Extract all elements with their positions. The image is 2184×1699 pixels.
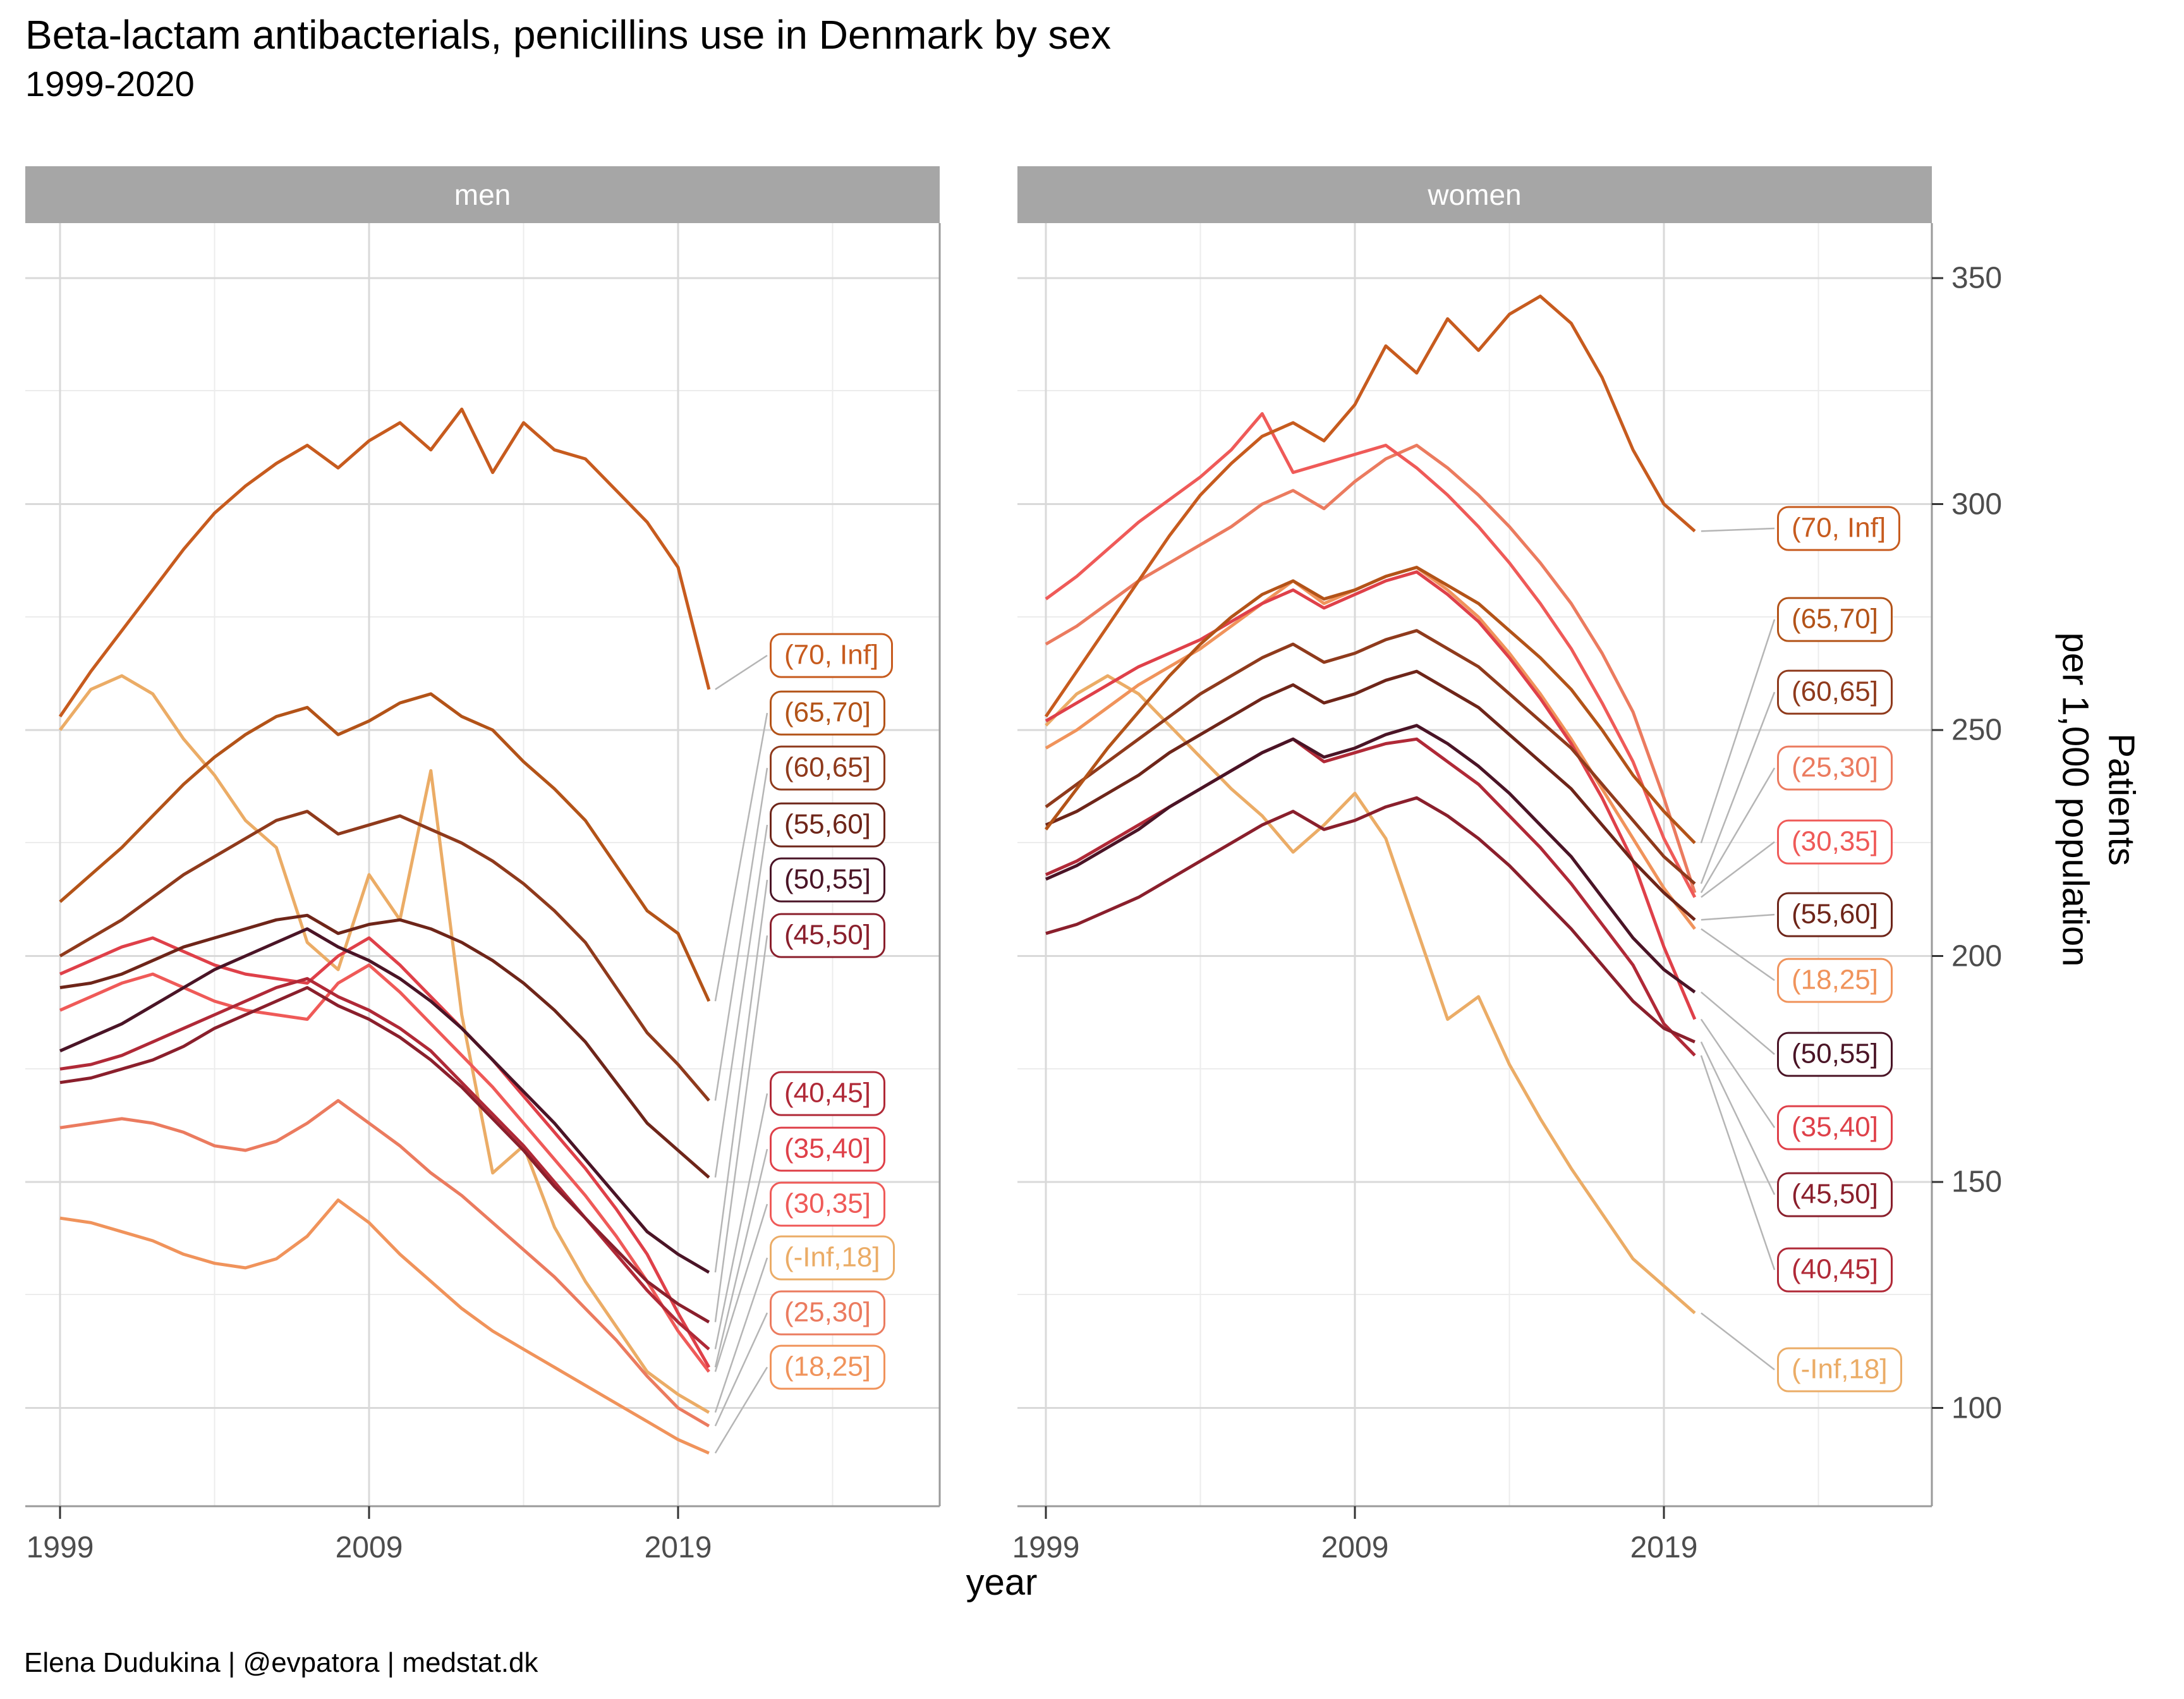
series-line-women-(35,40] — [1045, 570, 1697, 1020]
facet-strip-men-label: men — [454, 178, 511, 211]
label-leader-line — [714, 824, 768, 1178]
series-label-box-women-(40,45]: (40,45] — [1777, 1247, 1893, 1293]
label-leader-line — [1701, 991, 1775, 1055]
series-line-women-(70, Inf] — [1044, 295, 1696, 718]
series-label-box-men-(45,50]: (45,50] — [770, 913, 885, 958]
series-label-box-women-(50,55]: (50,55] — [1777, 1032, 1893, 1077]
series-line-women-(45,50] — [1045, 796, 1696, 1044]
label-leader-line — [1700, 1018, 1776, 1128]
facet-strip-women: women — [1017, 166, 1932, 223]
series-label-box-women-(25,30]: (25,30] — [1777, 745, 1893, 791]
y-tick-label: 250 — [1951, 713, 2003, 747]
series-line-men-(18,25] — [59, 1198, 710, 1455]
label-leader-line — [1700, 691, 1776, 884]
series-label-box-men-(35,40]: (35,40] — [770, 1126, 885, 1172]
panel-women — [1017, 223, 1932, 1506]
label-leader-line — [714, 712, 768, 1002]
y-axis-title: Patients per 1,000 population — [2053, 633, 2144, 967]
x-tick-label: 1999 — [26, 1531, 94, 1564]
label-leader-line — [715, 654, 768, 690]
series-label-box-men-(40,45]: (40,45] — [770, 1071, 885, 1116]
series-line-men-(25,30] — [59, 1099, 710, 1428]
label-leader-line — [1700, 767, 1776, 894]
y-tick-label: 150 — [1951, 1165, 2003, 1199]
series-line-men-(-Inf,18] — [59, 674, 710, 1414]
series-line-women-(65,70] — [1045, 566, 1696, 844]
series-label-box-men-(-Inf,18]: (-Inf,18] — [770, 1235, 895, 1281]
label-leader-line — [714, 879, 768, 1273]
series-line-men-(50,55] — [59, 927, 710, 1274]
series-line-women-(-Inf,18] — [1045, 674, 1696, 1315]
label-leader-line — [714, 1312, 768, 1427]
x-tick-label: 1999 — [1012, 1531, 1080, 1564]
facet-strip-women-label: women — [1428, 178, 1522, 211]
y-tick-label: 300 — [1951, 487, 2003, 521]
series-line-women-(40,45] — [1045, 737, 1696, 1057]
x-tick-label: 2019 — [1630, 1531, 1698, 1564]
series-line-men-(55,60] — [59, 913, 710, 1179]
label-leader-line — [1701, 1312, 1775, 1370]
series-label-box-women-(65,70]: (65,70] — [1777, 597, 1893, 642]
label-leader-line — [714, 1257, 768, 1413]
series-label-box-men-(50,55]: (50,55] — [770, 857, 885, 903]
label-leader-line — [1701, 527, 1775, 532]
label-leader-line — [714, 1093, 768, 1349]
label-leader-line — [714, 1367, 768, 1454]
series-label-box-men-(30,35]: (30,35] — [770, 1181, 885, 1227]
x-tick-label: 2019 — [644, 1531, 712, 1564]
series-line-men-(65,70] — [59, 692, 711, 1002]
y-tick-label: 100 — [1951, 1391, 2003, 1425]
label-leader-line — [1701, 841, 1775, 898]
label-leader-line — [714, 935, 768, 1322]
series-label-box-women-(30,35]: (30,35] — [1777, 819, 1893, 865]
series-label-box-women-(35,40]: (35,40] — [1777, 1105, 1893, 1150]
series-line-women-(55,60] — [1045, 669, 1696, 922]
series-label-box-men-(25,30]: (25,30] — [770, 1290, 885, 1336]
series-line-men-(45,50] — [59, 986, 710, 1324]
x-tick-label: 2009 — [1321, 1531, 1389, 1564]
y-tick-label: 200 — [1951, 939, 2003, 973]
series-label-box-men-(60,65]: (60,65] — [770, 745, 885, 791]
x-tick-label: 2009 — [335, 1531, 403, 1564]
y-axis-title-line2: per 1,000 population — [2055, 632, 2096, 967]
x-axis-title: year — [966, 1562, 1038, 1603]
series-line-men-(60,65] — [59, 810, 710, 1102]
y-tick-label: 350 — [1951, 261, 2003, 295]
series-line-women-(60,65] — [1045, 629, 1696, 885]
chart-subtitle: 1999-2020 — [25, 64, 195, 104]
caption: Elena Dudukina | @evpatora | medstat.dk — [24, 1647, 538, 1678]
label-leader-line — [1700, 1055, 1776, 1270]
label-leader-line — [1700, 619, 1776, 844]
series-line-women-(50,55] — [1045, 724, 1696, 994]
label-leader-line — [714, 1203, 768, 1372]
label-leader-line — [714, 1148, 768, 1368]
y-axis-title-line1: Patients — [2101, 733, 2142, 866]
series-label-box-men-(65,70]: (65,70] — [770, 690, 885, 736]
series-line-men-(30,35] — [59, 963, 710, 1373]
chart-title: Beta-lactam antibacterials, penicillins … — [25, 12, 1112, 58]
series-label-box-women-(70, Inf]: (70, Inf] — [1777, 506, 1901, 551]
series-label-box-women-(45,50]: (45,50] — [1777, 1172, 1893, 1217]
series-label-box-men-(18,25]: (18,25] — [770, 1344, 885, 1390]
series-line-men-(35,40] — [59, 936, 711, 1368]
label-leader-line — [1701, 928, 1775, 982]
series-line-men-(70, Inf] — [58, 407, 711, 718]
facet-strip-men: men — [25, 166, 940, 223]
series-label-box-men-(55,60]: (55,60] — [770, 802, 885, 848]
series-line-women-(25,30] — [1045, 444, 1697, 894]
series-label-box-women-(55,60]: (55,60] — [1777, 892, 1893, 937]
series-label-box-women-(-Inf,18]: (-Inf,18] — [1777, 1347, 1902, 1392]
label-leader-line — [714, 767, 768, 1101]
series-line-women-(30,35] — [1045, 412, 1697, 898]
series-label-box-women-(18,25]: (18,25] — [1777, 958, 1893, 1003]
series-label-box-women-(60,65]: (60,65] — [1777, 669, 1893, 715]
label-leader-line — [1701, 913, 1775, 921]
label-leader-line — [1700, 1041, 1776, 1195]
series-label-box-men-(70, Inf]: (70, Inf] — [770, 633, 894, 678]
